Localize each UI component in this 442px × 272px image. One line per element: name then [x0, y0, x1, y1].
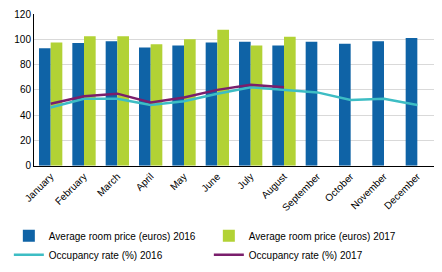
- svg-text:May: May: [168, 171, 189, 192]
- svg-text:February: February: [53, 171, 89, 207]
- svg-text:April: April: [134, 171, 156, 193]
- svg-text:November: November: [349, 170, 390, 211]
- svg-text:Average room price (euros) 201: Average room price (euros) 2016: [49, 231, 196, 242]
- svg-text:September: September: [280, 170, 323, 213]
- svg-text:June: June: [199, 171, 222, 194]
- svg-text:August: August: [259, 171, 289, 201]
- svg-text:December: December: [382, 170, 423, 211]
- svg-text:60: 60: [20, 84, 32, 95]
- svg-text:80: 80: [20, 59, 32, 70]
- svg-text:Occupancy rate (%) 2017: Occupancy rate (%) 2017: [249, 250, 363, 261]
- svg-text:120: 120: [14, 9, 31, 20]
- svg-text:20: 20: [20, 135, 32, 146]
- svg-text:January: January: [23, 171, 56, 204]
- svg-text:100: 100: [14, 34, 31, 45]
- svg-text:March: March: [95, 171, 122, 198]
- svg-text:July: July: [235, 171, 255, 191]
- svg-text:Occupancy rate (%) 2016: Occupancy rate (%) 2016: [49, 250, 163, 261]
- svg-text:0: 0: [25, 160, 31, 171]
- svg-text:Average room price (euros) 201: Average room price (euros) 2017: [249, 231, 396, 242]
- svg-text:40: 40: [20, 110, 32, 121]
- svg-text:October: October: [323, 170, 356, 203]
